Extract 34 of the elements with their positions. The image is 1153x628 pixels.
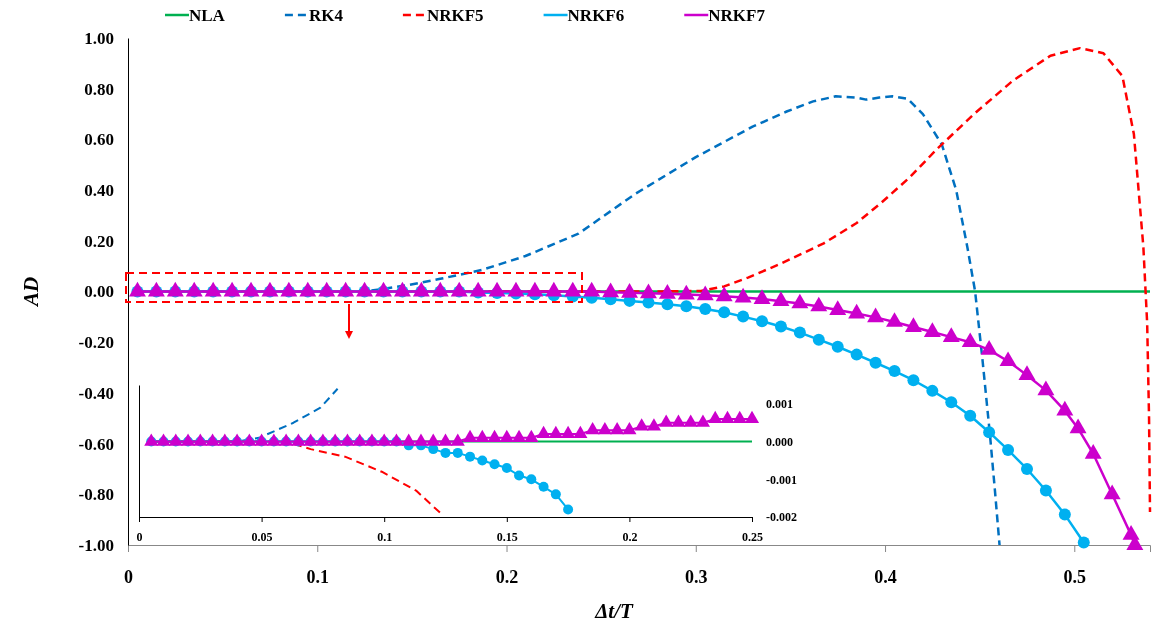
x-tick-label: 0.3 xyxy=(685,566,708,587)
y-tick-label: -0.002 xyxy=(766,510,797,525)
y-tick-label: -0.001 xyxy=(766,472,797,487)
x-tick-label: 0.25 xyxy=(742,529,763,544)
y-tick-label: -0.40 xyxy=(78,383,114,403)
x-tick-label: 0.15 xyxy=(496,529,518,544)
y-tick-label: -0.80 xyxy=(78,485,114,505)
y-tick-label: 0.80 xyxy=(84,79,114,99)
y-tick-label: 0.00 xyxy=(84,282,114,302)
y-tick-label: 0.001 xyxy=(766,397,793,412)
x-tick-label: 0.1 xyxy=(306,566,330,587)
legend-label: RK4 xyxy=(308,6,344,25)
legend-label: NRKF6 xyxy=(567,6,625,25)
x-tick-label: 0 xyxy=(136,529,143,544)
legend-label: NRKF7 xyxy=(708,6,766,25)
x-tick-label: 0.2 xyxy=(495,566,519,587)
y-tick-label: -1.00 xyxy=(78,535,114,555)
y-tick-label: 0.000 xyxy=(766,434,793,449)
legend-label: NRKF5 xyxy=(426,6,484,25)
y-tick-label: 0.40 xyxy=(84,181,114,201)
x-tick-label: 0.05 xyxy=(251,529,273,544)
y-tick-label: -0.20 xyxy=(78,333,114,353)
x-axis-title: Δt/T xyxy=(594,599,634,623)
y-tick-label: 1.00 xyxy=(84,28,114,48)
x-tick-label: 0.1 xyxy=(377,529,393,544)
x-tick-label: 0.5 xyxy=(1063,566,1087,587)
legend-label: NLA xyxy=(189,6,226,25)
x-tick-label: 0 xyxy=(124,566,133,587)
x-tick-label: 0.2 xyxy=(622,529,638,544)
y-tick-label: 0.60 xyxy=(84,130,114,150)
x-tick-label: 0.4 xyxy=(874,566,897,587)
y-axis-title: AD xyxy=(19,276,43,309)
y-tick-label: -0.60 xyxy=(78,434,114,454)
y-tick-label: 0.20 xyxy=(84,231,114,251)
